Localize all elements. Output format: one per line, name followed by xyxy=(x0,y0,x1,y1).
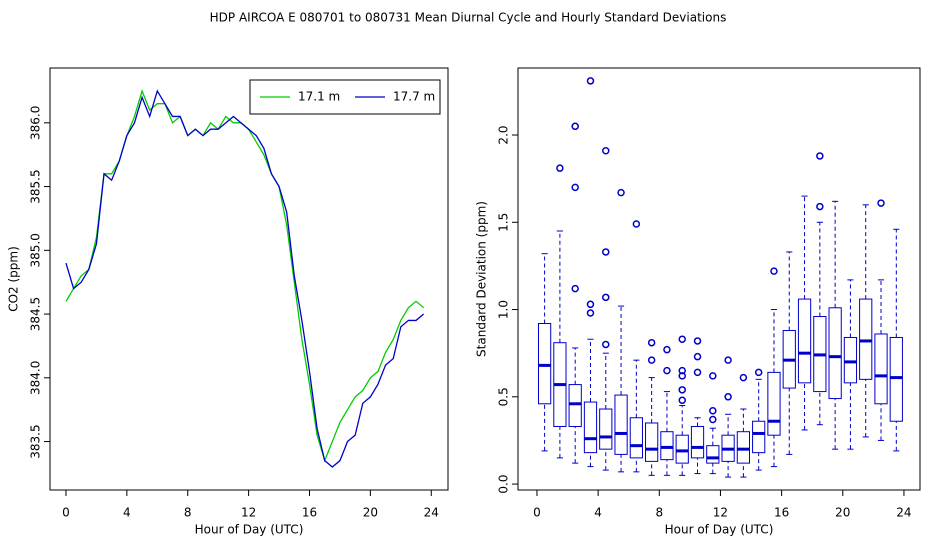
y-tick-label: 384.5 xyxy=(29,297,43,331)
box xyxy=(889,336,903,422)
y-axis-label: CO2 (ppm) xyxy=(7,246,21,312)
legend-label: 17.7 m xyxy=(393,90,435,104)
chart-title: HDP AIRCOA E 080701 to 080731 Mean Diurn… xyxy=(210,11,727,25)
outlier xyxy=(647,356,656,364)
outlier xyxy=(663,366,671,375)
box xyxy=(645,422,659,462)
box xyxy=(752,420,766,454)
outlier xyxy=(739,373,748,382)
outlier xyxy=(678,396,686,405)
box xyxy=(599,408,613,450)
outlier xyxy=(877,199,885,207)
box xyxy=(843,336,858,384)
outlier xyxy=(709,415,717,424)
outlier xyxy=(693,368,702,377)
x-tick-label: 8 xyxy=(655,506,663,520)
plot-frame xyxy=(517,67,921,491)
box xyxy=(736,431,751,464)
outlier xyxy=(678,366,686,375)
box xyxy=(797,298,812,384)
x-tick-label: 20 xyxy=(835,506,850,520)
y-tick-label: 0.0 xyxy=(497,475,511,494)
x-tick-label: 24 xyxy=(424,506,439,520)
outlier xyxy=(678,335,686,343)
outlier xyxy=(602,248,610,256)
outlier xyxy=(632,220,641,228)
box xyxy=(859,298,873,380)
x-tick-label: 4 xyxy=(123,506,131,520)
x-tick-label: 0 xyxy=(62,506,70,520)
outlier xyxy=(693,352,702,361)
outlier xyxy=(709,372,717,380)
outlier xyxy=(816,152,824,160)
y-tick-label: 1.5 xyxy=(497,213,511,232)
y-tick-label: 386.0 xyxy=(29,106,43,140)
box xyxy=(874,333,888,405)
box xyxy=(690,425,705,459)
data-line xyxy=(65,88,425,463)
outlier xyxy=(617,188,625,197)
y-tick-label: 1.0 xyxy=(497,300,511,319)
x-tick-label: 8 xyxy=(184,506,192,520)
outlier xyxy=(770,267,778,275)
outlier xyxy=(571,122,579,131)
outlier xyxy=(724,356,732,364)
x-tick-label: 20 xyxy=(363,506,378,520)
outlier xyxy=(693,337,702,345)
data-line xyxy=(65,89,425,468)
outlier xyxy=(586,77,595,85)
outlier xyxy=(678,372,686,380)
x-tick-label: 4 xyxy=(594,506,602,520)
x-tick-label: 16 xyxy=(302,506,317,520)
x-tick-label: 12 xyxy=(241,506,256,520)
outlier xyxy=(816,202,824,211)
x-tick-label: 24 xyxy=(896,506,911,520)
outlier xyxy=(571,183,579,192)
y-tick-label: 385.5 xyxy=(29,169,43,203)
outlier xyxy=(663,345,671,354)
outlier xyxy=(602,293,610,302)
outlier xyxy=(586,309,595,317)
box xyxy=(767,371,781,436)
box xyxy=(828,307,842,400)
outlier xyxy=(709,407,717,415)
outlier xyxy=(647,338,656,347)
box xyxy=(675,434,689,464)
x-tick-label: 12 xyxy=(713,506,728,520)
outlier xyxy=(754,368,763,377)
box xyxy=(568,384,582,427)
box xyxy=(629,417,643,459)
box xyxy=(614,394,628,455)
box xyxy=(660,431,674,461)
plot-frame xyxy=(49,67,449,491)
y-axis-label: Standard Deviation (ppm) xyxy=(475,201,489,357)
outlier xyxy=(586,300,595,309)
box xyxy=(706,445,720,464)
x-axis-label: Hour of Day (UTC) xyxy=(665,523,774,537)
y-tick-label: 383.5 xyxy=(29,424,43,458)
box xyxy=(537,323,552,405)
y-tick-label: 2.0 xyxy=(497,125,511,144)
x-axis-label: Hour of Day (UTC) xyxy=(195,523,304,537)
y-tick-label: 0.5 xyxy=(497,387,511,406)
outlier xyxy=(724,393,732,401)
outlier xyxy=(678,386,686,394)
y-tick-label: 384.0 xyxy=(29,361,43,395)
y-tick-label: 385.0 xyxy=(29,233,43,267)
outlier xyxy=(602,146,610,155)
box xyxy=(583,401,598,454)
outlier xyxy=(556,164,564,172)
outlier xyxy=(602,340,610,349)
legend-label: 17.1 m xyxy=(298,90,340,104)
outlier xyxy=(571,284,579,293)
x-tick-label: 16 xyxy=(774,506,789,520)
x-tick-label: 0 xyxy=(533,506,541,520)
